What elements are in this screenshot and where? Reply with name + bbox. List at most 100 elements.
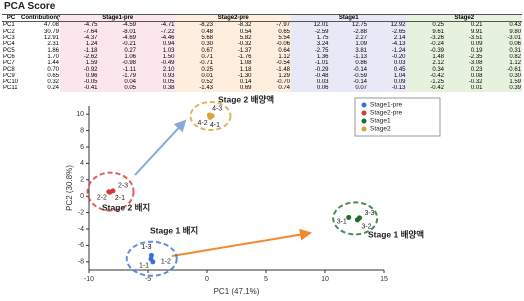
legend-label: Stage1-pre (370, 102, 403, 109)
table-cell: 0.03 (291, 78, 330, 86)
table-cell: -8.32 (214, 21, 253, 29)
table-cell: -0.20 (368, 53, 407, 61)
table-cell: -1.37 (214, 47, 253, 54)
table-cell: -4.59 (98, 21, 137, 29)
legend-marker (361, 126, 367, 132)
table-row: PC6 1.70 -2.62 1.06 1.50 0.71 -1.76 1.12 1.36 -1.… (2, 53, 522, 61)
table-cell: -0.92 (60, 66, 99, 73)
table-cell: -0.71 (175, 60, 214, 67)
table-cell: 2.27 (329, 34, 368, 42)
point-label: 1-3 (141, 244, 151, 251)
header-row: PCContribution(%)Stage1-preStage2-preSta… (2, 13, 522, 23)
table-cell: 0.82 (483, 53, 522, 61)
x-tick-label: 5 (264, 276, 268, 283)
table-cell: -7.64 (60, 28, 99, 35)
point-label: 2-1 (115, 195, 125, 202)
table-cell: -1.43 (175, 85, 214, 92)
table-cell: -7.22 (137, 28, 176, 35)
arrow (134, 119, 187, 176)
point-label: 3-3 (364, 210, 374, 217)
table-cell: PC9 (3, 72, 15, 79)
table-cell: 0.19 (445, 47, 484, 54)
table-cell: 1.29 (252, 72, 291, 79)
table-cell: -2.75 (291, 47, 330, 54)
annotation: Stage 2 배양액 (218, 94, 274, 104)
table-cell: -1.76 (214, 53, 253, 61)
table-cell: 0.05 (98, 85, 137, 92)
table-cell: 30.79 (43, 28, 59, 35)
y-tick-label: -8 (78, 259, 84, 266)
table-cell: 2.12 (406, 60, 445, 67)
table-cell: 1.06 (98, 53, 137, 61)
table-cell: 0.52 (175, 78, 214, 86)
table-cell: 2.10 (137, 66, 176, 73)
table-row: PC5 1.86 -1.18 0.27 1.03 0.67 -1.37 0.64 -2.75 3.… (2, 47, 522, 54)
cluster-ellipse (189, 101, 232, 132)
y-axis-title: PC2 (30.8%) (65, 165, 74, 211)
point-label: 1-2 (161, 259, 171, 266)
table-cell: -1.79 (98, 72, 137, 79)
table-cell: 0.05 (137, 78, 176, 86)
table-cell: PC1 (3, 22, 15, 29)
table-cell: -1.01 (291, 60, 330, 67)
table-cell: 1.04 (368, 72, 407, 79)
table-cell: 0.94 (137, 41, 176, 48)
table-cell: 0.24 (47, 85, 59, 92)
table-cell: -1.24 (368, 47, 407, 54)
legend-label: Stage1 (370, 118, 391, 125)
data-point (150, 259, 156, 265)
table-cell: -0.32 (214, 41, 253, 48)
table-cell: -4.69 (98, 34, 137, 42)
table-cell: 3.24 (291, 41, 330, 48)
table-cell: -0.21 (98, 41, 137, 48)
annotation: Stage 1 배양액 (368, 229, 424, 239)
table-cell: 0.06 (291, 85, 330, 92)
point-label: 1-1 (139, 263, 149, 270)
table-cell: 0.38 (137, 85, 176, 92)
table-cell: 0.30 (483, 72, 522, 79)
data-point (110, 188, 116, 194)
table-cell: 12.92 (368, 21, 407, 29)
table-cell: PC11 (3, 85, 18, 92)
point-label: 3-2 (361, 224, 371, 231)
table-cell: -0.14 (329, 66, 368, 73)
table-cell: PC4 (3, 41, 15, 48)
table-cell: -0.61 (483, 66, 522, 73)
table-cell: -0.42 (406, 85, 445, 92)
table-cell: 1.09 (329, 41, 368, 48)
table-cell: 0.04 (98, 78, 137, 86)
table-cell: 0.69 (214, 85, 253, 92)
x-tick-label: -10 (84, 276, 94, 283)
table-row: PC10 0.32 -0.05 0.04 0.05 0.52 0.14 -0.70 0.03 -0… (2, 78, 522, 86)
table-row: PC8 0.70 -0.92 -1.11 2.10 0.25 1.18 -1.48 -0.29-… (2, 66, 522, 73)
table-cell: 0.03 (368, 60, 407, 67)
table-title: PCA Score (4, 1, 56, 12)
table-cell: -7.97 (252, 21, 291, 29)
table-cell: -2.59 (291, 28, 330, 35)
cluster-ellipse (86, 171, 135, 212)
table-cell: 9.80 (483, 28, 522, 35)
table-cell: -0.54 (252, 60, 291, 67)
table-cell: 2.31 (47, 41, 59, 48)
data-point (106, 189, 112, 195)
table-cell: PC2 (3, 28, 15, 35)
table-cell: -4.75 (60, 21, 99, 29)
table-cell: 1.24 (60, 41, 99, 48)
table-cell: 12.01 (291, 21, 330, 29)
table-cell: 1.48 (406, 53, 445, 61)
point-label: 2-3 (118, 183, 128, 190)
y-tick-label: -4 (78, 226, 84, 233)
table-cell: 0.09 (445, 41, 484, 48)
y-tick-label: -2 (78, 209, 84, 216)
x-tick-label: 0 (205, 276, 209, 283)
annotation: Stage 1 배지 (150, 225, 198, 235)
table-cell: 0.96 (60, 72, 99, 79)
table-cell: 1.59 (60, 60, 99, 67)
table-cell: -3.51 (445, 34, 484, 42)
table-cell: -1.30 (214, 72, 253, 79)
table-cell: 0.54 (214, 28, 253, 35)
table-cell: -0.59 (329, 72, 368, 79)
annotation: Stage 2 배지 (102, 202, 150, 212)
table-cell: -0.13 (368, 85, 407, 92)
